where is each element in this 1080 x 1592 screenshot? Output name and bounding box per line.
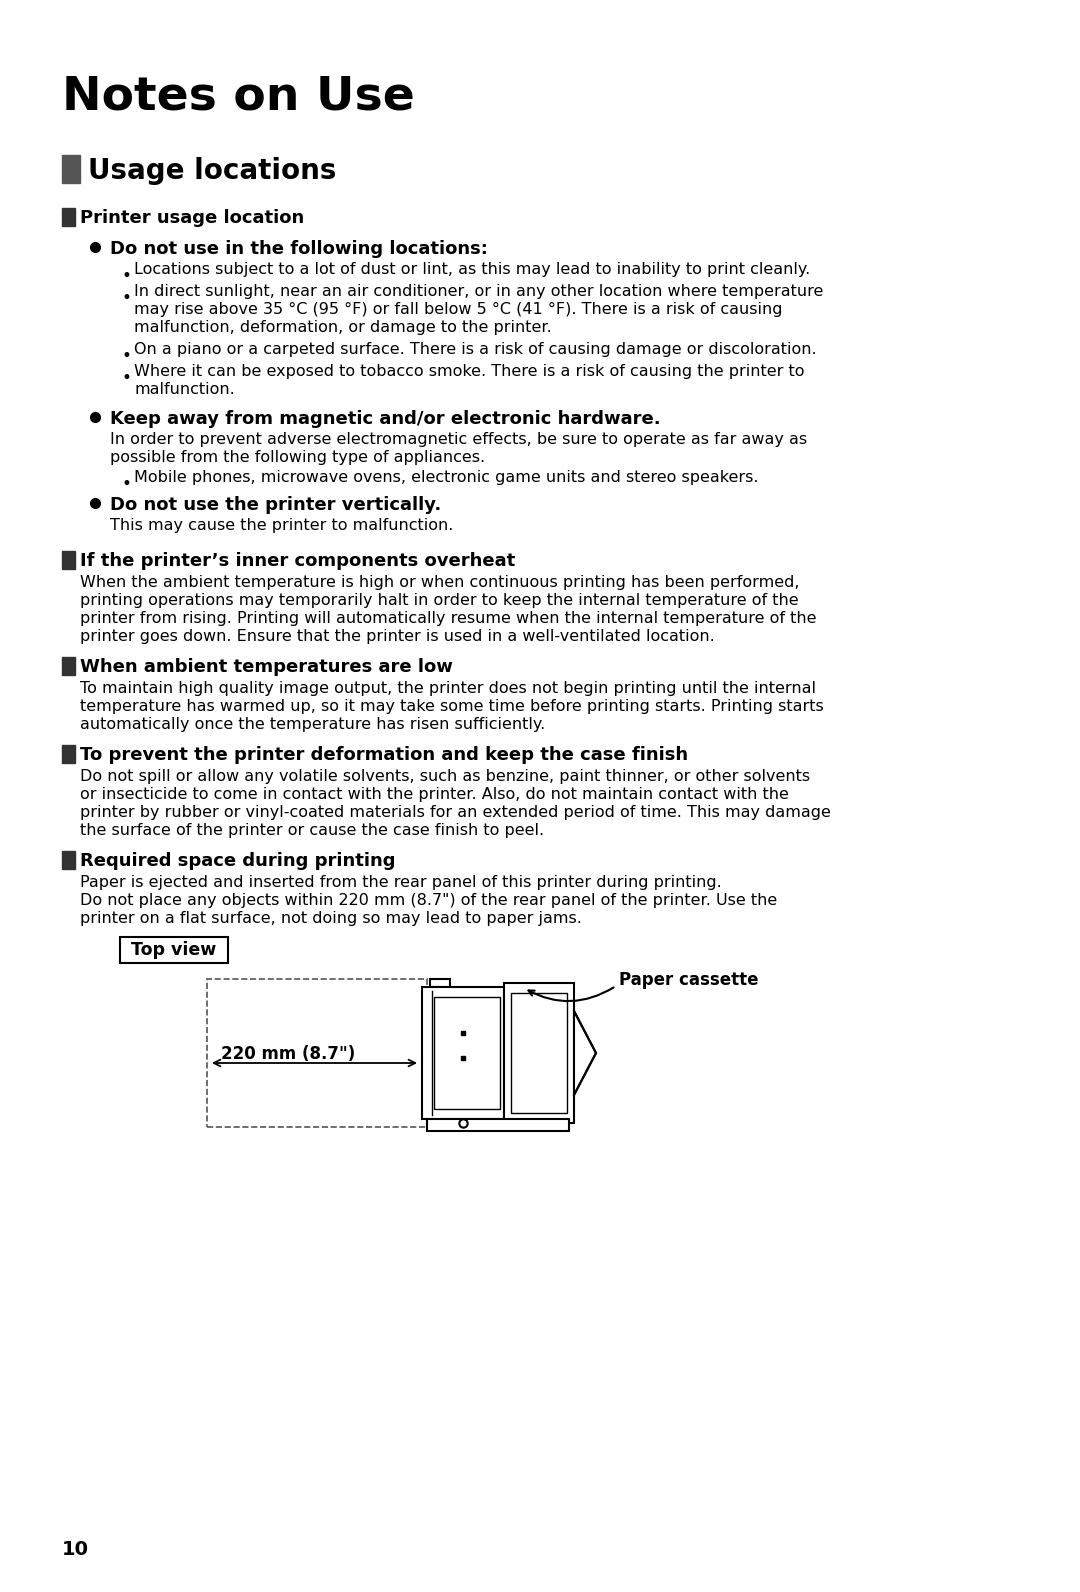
Text: When ambient temperatures are low: When ambient temperatures are low	[80, 657, 453, 677]
Bar	[62, 852, 75, 869]
Text: Mobile phones, microwave ovens, electronic game units and stereo speakers.: Mobile phones, microwave ovens, electron…	[134, 470, 758, 486]
Text: Do not use in the following locations:: Do not use in the following locations:	[110, 240, 488, 258]
Text: Usage locations: Usage locations	[87, 158, 336, 185]
Bar	[434, 997, 500, 1110]
Bar	[207, 979, 427, 1127]
Text: Locations subject to a lot of dust or lint, as this may lead to inability to pri: Locations subject to a lot of dust or li…	[134, 263, 810, 277]
Text: On a piano or a carpeted surface. There is a risk of causing damage or discolora: On a piano or a carpeted surface. There …	[134, 342, 816, 357]
Text: 220 mm (8.7"): 220 mm (8.7")	[221, 1044, 355, 1063]
Text: Paper is ejected and inserted from the rear panel of this printer during printin: Paper is ejected and inserted from the r…	[80, 876, 721, 890]
Text: •: •	[122, 267, 132, 285]
Text: To maintain high quality image output, the printer does not begin printing until: To maintain high quality image output, t…	[80, 681, 816, 696]
Text: printing operations may temporarily halt in order to keep the internal temperatu: printing operations may temporarily halt…	[80, 592, 798, 608]
Text: malfunction.: malfunction.	[134, 382, 234, 396]
Text: In direct sunlight, near an air conditioner, or in any other location where temp: In direct sunlight, near an air conditio…	[134, 283, 823, 299]
Text: Where it can be exposed to tobacco smoke. There is a risk of causing the printer: Where it can be exposed to tobacco smoke…	[134, 365, 805, 379]
Text: possible from the following type of appliances.: possible from the following type of appl…	[110, 451, 485, 465]
Text: When the ambient temperature is high or when continuous printing has been perfor: When the ambient temperature is high or …	[80, 575, 799, 591]
Text: printer from rising. Printing will automatically resume when the internal temper: printer from rising. Printing will autom…	[80, 611, 816, 626]
Text: Do not spill or allow any volatile solvents, such as benzine, paint thinner, or : Do not spill or allow any volatile solve…	[80, 769, 810, 783]
Bar	[62, 657, 75, 675]
Text: •: •	[122, 369, 132, 387]
Text: Do not place any objects within 220 mm (8.7") of the rear panel of the printer. : Do not place any objects within 220 mm (…	[80, 893, 778, 907]
Text: malfunction, deformation, or damage to the printer.: malfunction, deformation, or damage to t…	[134, 320, 552, 334]
Polygon shape	[573, 1011, 596, 1095]
Bar	[422, 987, 504, 1119]
Bar	[62, 551, 75, 568]
Text: Keep away from magnetic and/or electronic hardware.: Keep away from magnetic and/or electroni…	[110, 411, 661, 428]
Text: Do not use the printer vertically.: Do not use the printer vertically.	[110, 497, 442, 514]
Text: This may cause the printer to malfunction.: This may cause the printer to malfunctio…	[110, 517, 454, 533]
Text: Top view: Top view	[132, 941, 217, 958]
Bar	[427, 1119, 569, 1130]
Bar	[430, 979, 450, 987]
Text: •: •	[122, 347, 132, 365]
Text: •: •	[122, 290, 132, 307]
Text: 10: 10	[62, 1539, 89, 1559]
Text: •: •	[122, 474, 132, 494]
Text: In order to prevent adverse electromagnetic effects, be sure to operate as far a: In order to prevent adverse electromagne…	[110, 431, 807, 447]
Text: or insecticide to come in contact with the printer. Also, do not maintain contac: or insecticide to come in contact with t…	[80, 786, 788, 802]
Text: printer by rubber or vinyl-coated materials for an extended period of time. This: printer by rubber or vinyl-coated materi…	[80, 806, 831, 820]
Text: printer goes down. Ensure that the printer is used in a well-ventilated location: printer goes down. Ensure that the print…	[80, 629, 715, 645]
Bar	[120, 938, 228, 963]
Text: Notes on Use: Notes on Use	[62, 75, 415, 119]
Text: printer on a flat surface, not doing so may lead to paper jams.: printer on a flat surface, not doing so …	[80, 911, 582, 927]
Text: To prevent the printer deformation and keep the case finish: To prevent the printer deformation and k…	[80, 747, 688, 764]
Text: If the printer’s inner components overheat: If the printer’s inner components overhe…	[80, 552, 515, 570]
Text: automatically once the temperature has risen sufficiently.: automatically once the temperature has r…	[80, 716, 545, 732]
Text: the surface of the printer or cause the case finish to peel.: the surface of the printer or cause the …	[80, 823, 544, 837]
Text: may rise above 35 °C (95 °F) or fall below 5 °C (41 °F). There is a risk of caus: may rise above 35 °C (95 °F) or fall bel…	[134, 302, 783, 317]
Text: Printer usage location: Printer usage location	[80, 209, 305, 228]
Bar	[511, 993, 567, 1113]
Text: Paper cassette: Paper cassette	[619, 971, 758, 989]
Bar	[504, 982, 573, 1122]
Text: temperature has warmed up, so it may take some time before printing starts. Prin: temperature has warmed up, so it may tak…	[80, 699, 824, 713]
Bar	[62, 209, 75, 226]
Bar	[62, 154, 80, 183]
Text: Required space during printing: Required space during printing	[80, 852, 395, 869]
Bar	[62, 745, 75, 763]
